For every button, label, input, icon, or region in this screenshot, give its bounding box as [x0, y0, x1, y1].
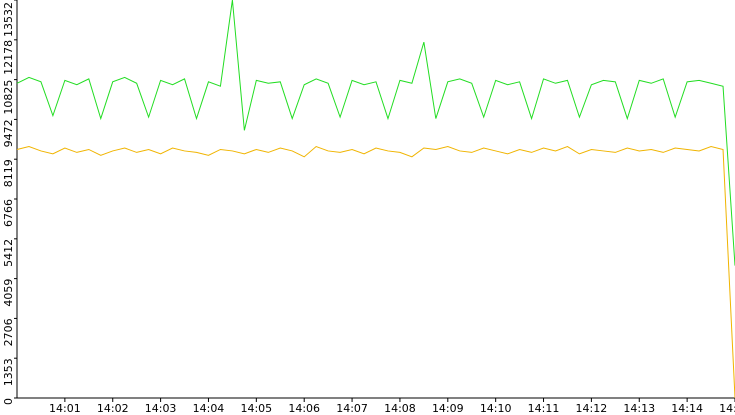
series-line	[16, 145, 735, 399]
y-tick-label: 6766	[2, 199, 15, 227]
y-tick-label: 4059	[2, 279, 15, 307]
y-tick-label: 2706	[2, 318, 15, 346]
x-tick-label: 14:05	[240, 402, 272, 415]
y-tick-label: 13532	[2, 2, 15, 37]
x-tick-label: 14:14	[671, 402, 703, 415]
x-tick-label: 14:13	[623, 402, 655, 415]
y-tick-label: 10825	[2, 80, 15, 115]
x-tick-label: 14:11	[528, 402, 560, 415]
x-tick-label: 14:08	[384, 402, 416, 415]
y-tick-label: 12178	[2, 40, 15, 75]
x-tick-label: 14:10	[480, 402, 512, 415]
y-tick-label: 5412	[2, 239, 15, 267]
series-line	[16, 0, 735, 266]
y-tick-label: 8119	[2, 159, 15, 187]
x-tick-label: 14:12	[576, 402, 608, 415]
x-tick-label: 14:09	[432, 402, 464, 415]
x-tick-label: 14:07	[336, 402, 368, 415]
x-tick-label: 14:01	[49, 402, 81, 415]
x-tick-label: 14:04	[193, 402, 225, 415]
x-tick-label: 14:02	[97, 402, 129, 415]
y-tick-label: 1353	[2, 358, 15, 386]
y-tick-label: 0	[2, 398, 15, 405]
x-tick-label: 14:03	[145, 402, 177, 415]
y-tick-label: 9472	[2, 119, 15, 147]
x-tick-label: 14:15	[719, 402, 735, 415]
x-tick-label: 14:06	[288, 402, 320, 415]
